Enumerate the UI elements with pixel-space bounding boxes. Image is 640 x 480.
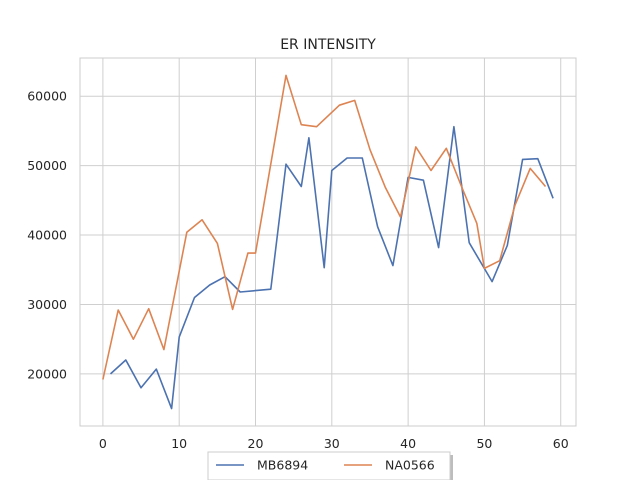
x-tick-label: 10 <box>171 436 187 451</box>
y-tick-label: 50000 <box>27 158 67 173</box>
x-axis: 0 10 20 30 40 50 60 <box>99 436 569 451</box>
gridlines <box>80 58 576 426</box>
y-tick-label: 20000 <box>27 366 67 381</box>
series-line-1 <box>109 125 554 410</box>
y-axis: 20000 30000 40000 50000 60000 <box>27 89 67 382</box>
chart-title: ER INTENSITY <box>280 37 376 53</box>
y-tick-label: 40000 <box>27 228 67 243</box>
y-tick-label: 30000 <box>27 297 67 312</box>
legend-label-1: MB6894 <box>257 458 308 473</box>
legend-label-2: NA0566 <box>385 458 435 473</box>
legend-items: MB6894 NA0566 <box>216 458 435 473</box>
series-line-2 <box>102 74 547 380</box>
legend-box <box>207 451 451 480</box>
x-tick-label: 20 <box>248 436 264 451</box>
x-tick-label: 40 <box>400 436 416 451</box>
x-tick-label: 60 <box>553 436 569 451</box>
legend: MB6894 NA0566 <box>207 451 453 480</box>
series-lines <box>102 74 554 410</box>
y-tick-label: 60000 <box>27 89 67 104</box>
plot-area <box>79 57 577 427</box>
x-tick-label: 0 <box>99 436 107 451</box>
x-tick-label: 50 <box>476 436 492 451</box>
x-tick-label: 30 <box>324 436 340 451</box>
